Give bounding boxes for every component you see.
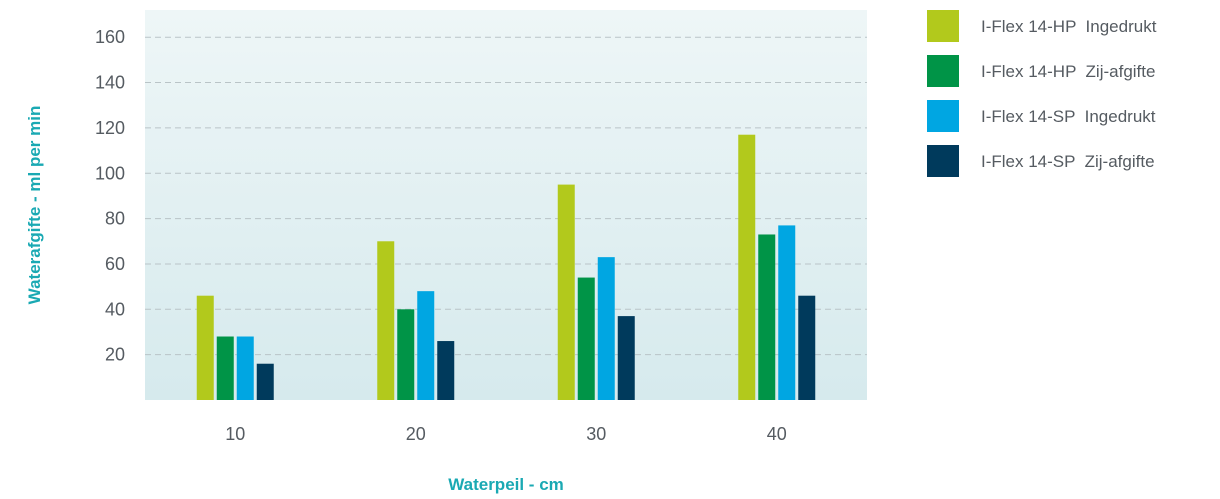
bar-3-30 (597, 257, 615, 400)
bar-1-10 (196, 295, 214, 400)
bar-4-40 (798, 295, 816, 400)
bar-1-20 (377, 241, 395, 400)
x-tick-label: 10 (225, 424, 245, 444)
bar-1-30 (557, 184, 575, 400)
legend-swatch (927, 10, 959, 42)
y-tick-labels: 20 40 60 80 100 120 140 160 (95, 27, 125, 364)
bar-3-40 (778, 225, 796, 400)
legend-label: I-Flex 14-HP Ingedrukt (981, 17, 1157, 36)
x-tick-labels: 10 20 30 40 (225, 424, 787, 444)
bars (196, 134, 816, 401)
y-tick-label: 60 (105, 254, 125, 274)
x-tick-label: 40 (767, 424, 787, 444)
bar-3-20 (417, 291, 435, 400)
bar-2-40 (758, 234, 776, 400)
y-tick-label: 20 (105, 345, 125, 365)
bar-2-20 (397, 309, 415, 400)
legend-label: I-Flex 14-SP Zij-afgifte (981, 152, 1155, 171)
legend-swatch (927, 100, 959, 132)
y-axis-title: Waterafgifte - ml per min (25, 106, 44, 305)
bar-2-10 (216, 336, 234, 400)
x-tick-label: 20 (406, 424, 426, 444)
bar-1-40 (738, 134, 756, 401)
y-tick-label: 140 (95, 73, 125, 93)
y-tick-label: 80 (105, 209, 125, 229)
legend-label: I-Flex 14-HP Zij-afgifte (981, 62, 1155, 81)
legend-swatch (927, 55, 959, 87)
bar-4-10 (256, 363, 274, 400)
bar-3-10 (236, 336, 254, 400)
bar-2-30 (577, 277, 595, 400)
grid-lines (145, 36, 867, 356)
legend-swatch (927, 145, 959, 177)
y-tick-label: 100 (95, 163, 125, 183)
x-axis-title: Waterpeil - cm (448, 475, 564, 494)
x-tick-label: 30 (586, 424, 606, 444)
y-tick-label: 160 (95, 27, 125, 47)
y-tick-label: 120 (95, 118, 125, 138)
bar-4-30 (617, 316, 635, 400)
legend: I-Flex 14-HP Ingedrukt I-Flex 14-HP Zij-a… (927, 10, 1157, 177)
legend-label: I-Flex 14-SP Ingedrukt (981, 107, 1156, 126)
y-tick-label: 40 (105, 299, 125, 319)
bar-4-20 (437, 341, 455, 400)
